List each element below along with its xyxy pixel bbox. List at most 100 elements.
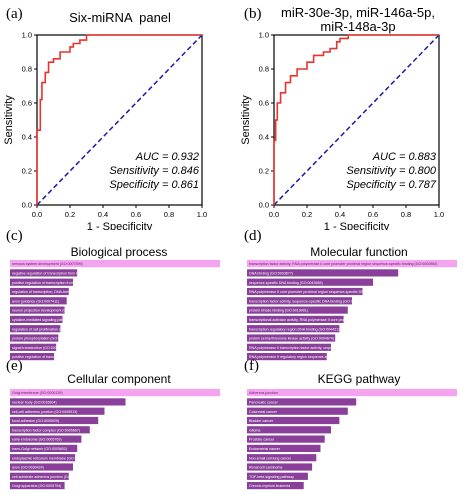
bar-label: cytokine-mediated signaling pathway (GO:… xyxy=(12,318,95,322)
bar xyxy=(10,260,220,268)
bar-label: axon (GO:0030424) xyxy=(12,466,44,470)
bar xyxy=(247,398,357,406)
bar-label: transcription factor complex (GO:0005667… xyxy=(12,428,80,432)
bar xyxy=(10,472,69,480)
bar-label: negative regulation of transcription fro… xyxy=(12,272,145,276)
x-tick-label: 0.8 xyxy=(401,210,411,219)
bar xyxy=(10,426,90,434)
x-tick-label: 1.0 xyxy=(434,210,444,219)
bar xyxy=(10,463,73,471)
bar-label: signal transduction (GO:0007165) xyxy=(12,346,66,350)
bar xyxy=(10,278,73,286)
panel-d-letter: (d) xyxy=(244,228,262,244)
bar xyxy=(10,297,67,305)
panel-f-letter: (f) xyxy=(244,358,259,374)
bar xyxy=(10,343,57,351)
x-tick-label: 0.2 xyxy=(65,210,75,219)
bar xyxy=(247,287,363,296)
x-tick-label: 1.0 xyxy=(197,210,207,219)
bar-label: positive regulation of transcription fro… xyxy=(12,281,144,285)
panel-e-letter: (e) xyxy=(6,358,23,374)
bar-label: RNA polymerase II regulatory region sequ… xyxy=(249,355,382,359)
bar-label: regulation of cell proliferation (GO:004… xyxy=(12,327,82,331)
bar-label: regulation of transcription, DNA-templat… xyxy=(12,290,103,294)
bar xyxy=(247,472,308,480)
y-tick-label: 0.0 xyxy=(259,201,269,210)
stat-annotation: Sensitivity = 0.800 xyxy=(346,165,436,177)
bar-chart-kegg-pathway: Adherens junction Pancreatic cancer Colore… xyxy=(247,389,457,490)
y-tick-label: 0.8 xyxy=(259,65,269,74)
roc-chart-three-mirna: 0.0 0.2 0.4 0.6 0.8 1.0 0.0 0.2 0.4 0.6 0.8 1.0 1 - … xyxy=(240,31,444,231)
roc-curve-line xyxy=(273,34,439,205)
bar-label: Chronic myeloid leukemia xyxy=(249,484,290,488)
bar xyxy=(10,398,126,406)
bar xyxy=(247,297,352,305)
bar xyxy=(10,287,69,296)
bar xyxy=(10,407,105,415)
bar-label: early endosome (GO:0005769) xyxy=(12,438,62,442)
bar xyxy=(10,416,99,425)
x-tick-label: 0.0 xyxy=(32,210,42,219)
bar xyxy=(247,444,321,452)
y-tick-label: 0.8 xyxy=(22,65,32,74)
y-tick-label: 0.6 xyxy=(22,99,32,108)
bar xyxy=(10,325,61,333)
bar xyxy=(247,389,457,397)
x-tick-label: 0.2 xyxy=(302,210,312,219)
bar-label: transcription regulatory region DNA bind… xyxy=(249,327,342,331)
bar xyxy=(247,315,344,323)
bar-label: trans-Golgi network (GO:0005802) xyxy=(12,447,67,451)
y-tick-label: 0.4 xyxy=(22,133,32,142)
bar xyxy=(247,306,348,314)
bar-label: Bladder cancer xyxy=(249,419,274,423)
bar-label: cell-substrate adherens junction (GO:000… xyxy=(12,475,87,479)
bar-label: sequence-specific DNA binding (GO:004356… xyxy=(249,281,323,285)
y-axis-label: Sensitivity xyxy=(240,95,252,145)
bar-label: Prostate cancer xyxy=(249,438,275,442)
bar-label: RNA polymerase II core promoter proximal… xyxy=(249,290,403,294)
panel-d-title: Molecular function xyxy=(310,245,408,259)
x-tick-label: 0.4 xyxy=(335,210,345,219)
bar-label: transcription factor activity, sequence-… xyxy=(249,299,366,303)
bar-label: RNA polymerase II transcription factor a… xyxy=(249,346,397,350)
roc-curve-line xyxy=(36,34,202,205)
bar-label: Golgi apparatus (GO:0005794) xyxy=(12,484,61,488)
stat-annotation: AUC = 0.932 xyxy=(135,151,199,163)
x-axis-label: 1 - Specificity xyxy=(324,221,390,230)
y-tick-label: 1.0 xyxy=(259,31,269,40)
y-tick-label: 1.0 xyxy=(22,31,32,40)
bar xyxy=(247,260,457,268)
panel-e-title: Cellular component xyxy=(67,372,171,386)
bar xyxy=(247,278,373,286)
bar-label: protein kinase binding (GO:0019901) xyxy=(249,309,308,313)
bar-label: nuclear body (GO:0016604) xyxy=(12,401,57,405)
panel-b-letter: (b) xyxy=(244,6,262,22)
roc-chart-six-mirna: 0.0 0.2 0.4 0.6 0.8 1.0 0.0 0.2 0.4 0.6 0.8 1.0 1 - … xyxy=(3,31,207,231)
y-tick-label: 0.0 xyxy=(22,201,32,210)
y-tick-label: 0.6 xyxy=(259,99,269,108)
y-axis-label: Sensitivity xyxy=(3,95,15,145)
x-tick-label: 0.0 xyxy=(269,210,279,219)
bar xyxy=(10,334,59,342)
panel-c-title: Biological process xyxy=(70,245,168,259)
bar-label: positive regulation of transcription, DN… xyxy=(12,355,116,359)
bar xyxy=(247,334,336,342)
y-tick-label: 0.4 xyxy=(259,133,269,142)
bar-label: focal adhesion (GO:0005925) xyxy=(12,419,59,423)
bar xyxy=(247,353,327,361)
bar-label: protein serine/threonine kinase activity… xyxy=(249,337,334,341)
panel-a-letter: (a) xyxy=(6,6,23,22)
stat-annotation: Specificity = 0.861 xyxy=(109,179,199,191)
bar-chart-biological-process: nervous system development (GO:0007399) n… xyxy=(10,260,220,361)
y-tick-label: 0.2 xyxy=(259,167,269,176)
bar-label: axon guidance (GO:0007411) xyxy=(12,299,59,303)
bar xyxy=(247,269,399,277)
stat-annotation: AUC = 0.883 xyxy=(372,151,437,163)
bar xyxy=(247,463,313,471)
bar xyxy=(10,269,78,277)
bar xyxy=(10,389,220,397)
bar-label: transcription factor activity, RNA polym… xyxy=(249,262,438,266)
bar-label: endoplasmic reticulum membrane (GO:00057… xyxy=(12,456,90,460)
panel-a-title: Six-miRNA panel xyxy=(69,10,171,25)
x-tick-label: 0.4 xyxy=(98,210,108,219)
